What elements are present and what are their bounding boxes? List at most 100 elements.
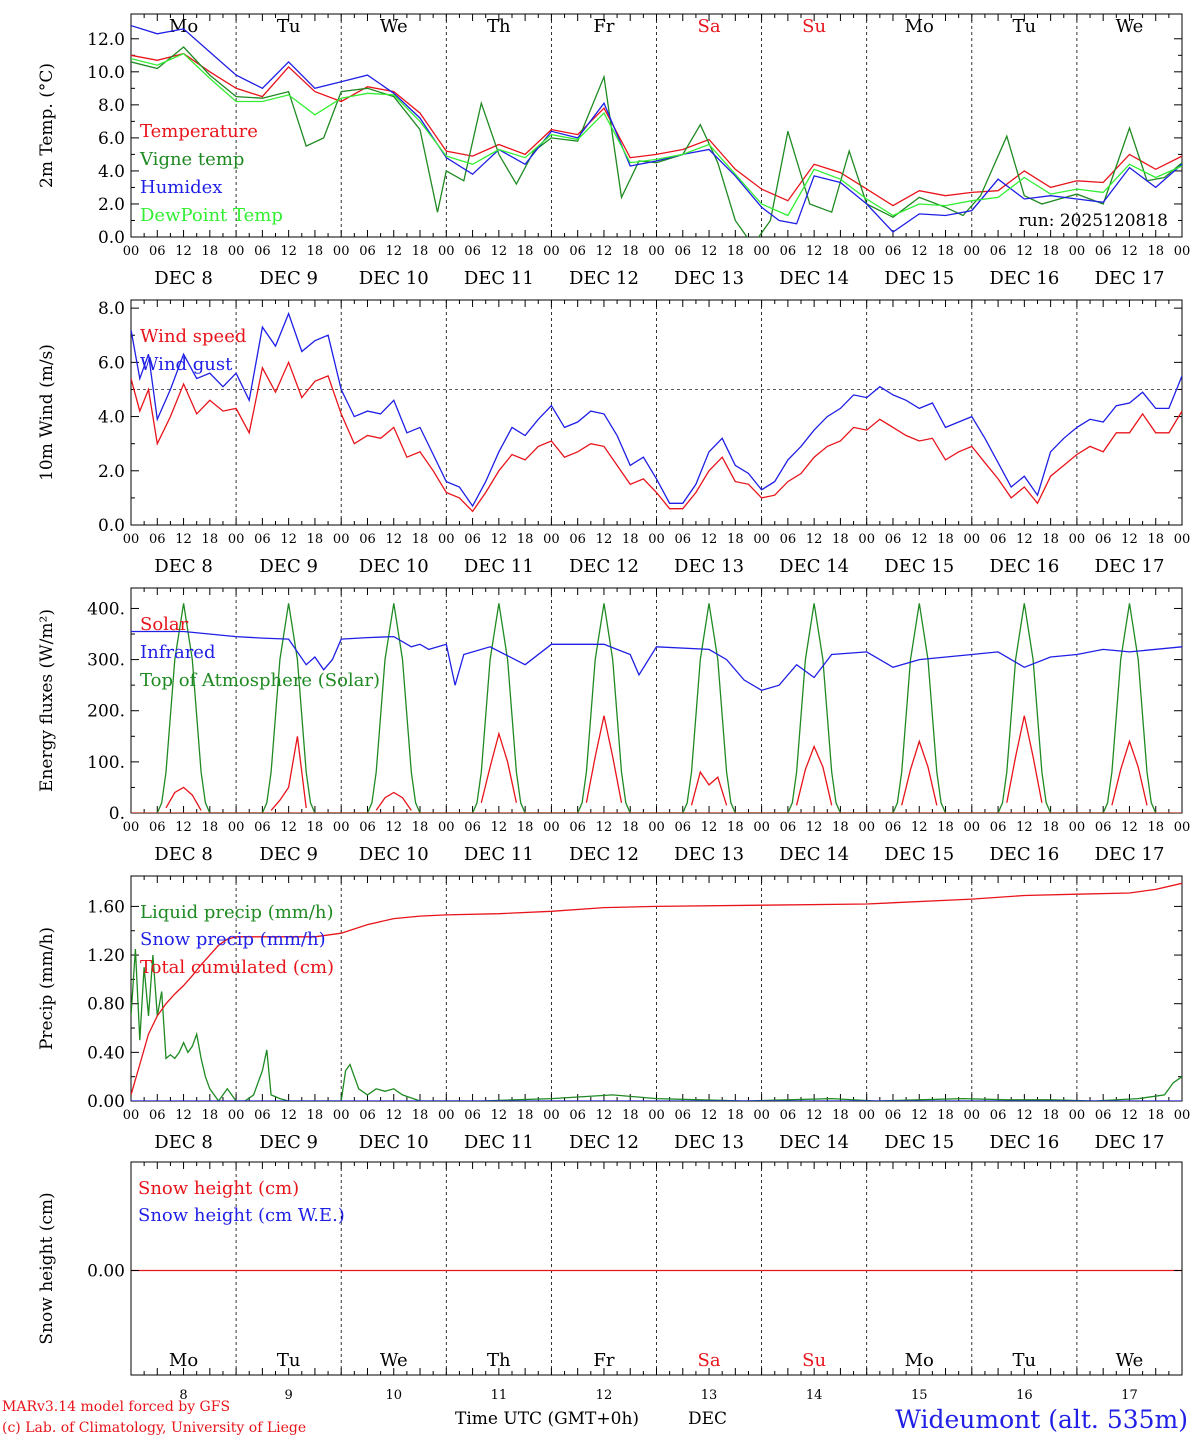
date-label: DEC 17 (1094, 556, 1164, 577)
hour-tick-label: 00 (438, 532, 455, 547)
hour-tick-label: 06 (885, 244, 902, 259)
hour-tick-label: 12 (701, 244, 718, 259)
day-name: Mo (169, 16, 198, 37)
hour-tick-label: 18 (727, 532, 744, 547)
hour-tick-label: 12 (491, 532, 508, 547)
month-label: DEC (688, 1409, 727, 1429)
hour-tick-label: 00 (964, 1108, 981, 1123)
hour-tick-label: 12 (701, 1108, 718, 1123)
hour-tick-label: 18 (412, 244, 429, 259)
hour-tick-label: 06 (990, 532, 1007, 547)
hour-tick-label: 06 (885, 820, 902, 835)
hour-tick-label: 06 (254, 1108, 271, 1123)
hour-tick-label: 06 (780, 244, 797, 259)
hour-tick-label: 18 (202, 244, 219, 259)
hour-tick-label: 06 (990, 244, 1007, 259)
hour-tick-label: 12 (385, 244, 402, 259)
hour-tick-label: 12 (596, 820, 613, 835)
series-solar-peak (795, 744, 833, 806)
day-number: 17 (1121, 1388, 1138, 1403)
hour-tick-label: 12 (280, 244, 297, 259)
series-solar-peak (480, 731, 518, 803)
y-tick-label: 2.0 (98, 195, 125, 215)
date-label: DEC 10 (359, 1132, 429, 1153)
hour-tick-label: 00 (123, 820, 140, 835)
chart-panels: 0.0 2.0 4.0 6.0 8.0 10.0 12.0 2m Temp. (°C) Mo Tu… (37, 13, 1191, 1403)
day-name: We (380, 1350, 408, 1371)
legend-label: Vigne temp (139, 149, 244, 170)
hour-tick-label: 18 (412, 1108, 429, 1123)
day-name: Th (487, 1350, 511, 1371)
hour-tick-label: 12 (596, 1108, 613, 1123)
date-label: DEC 12 (569, 1132, 639, 1153)
hour-tick-label: 06 (780, 820, 797, 835)
hour-tick-label: 00 (858, 244, 875, 259)
day-name: Mo (905, 16, 934, 37)
hour-tick-label: 12 (491, 820, 508, 835)
hour-tick-label: 18 (1042, 820, 1059, 835)
date-label: DEC 13 (674, 844, 744, 865)
y-tick-label: 0.00 (87, 1092, 125, 1112)
date-label: DEC 14 (779, 556, 849, 577)
hour-tick-label: 00 (543, 820, 560, 835)
legend-label: Infrared (140, 642, 215, 663)
y-tick-label: 0.0 (98, 516, 125, 536)
hour-tick-label: 12 (175, 532, 192, 547)
hour-tick-label: 18 (202, 820, 219, 835)
hour-tick-label: 00 (438, 820, 455, 835)
hour-tick-label: 12 (806, 820, 823, 835)
hour-tick-label: 00 (438, 1108, 455, 1123)
day-name: Tu (1013, 16, 1037, 37)
day-name: Fr (593, 16, 614, 37)
y-tick-label: 300. (87, 651, 125, 671)
date-label: DEC 10 (359, 844, 429, 865)
legend-label: DewPoint Temp (140, 205, 283, 226)
hour-tick-label: 18 (832, 244, 849, 259)
hour-tick-label: 12 (1121, 820, 1138, 835)
hour-tick-label: 12 (491, 1108, 508, 1123)
station-name: Wideumont (alt. 535m) (895, 1405, 1188, 1434)
hour-tick-label: 00 (228, 1108, 245, 1123)
date-label: DEC 15 (884, 1132, 954, 1153)
hour-tick-label: 00 (1174, 244, 1191, 259)
hour-tick-label: 00 (858, 1108, 875, 1123)
hour-tick-label: 18 (307, 1108, 324, 1123)
day-name: Sa (698, 16, 721, 37)
y-axis-title: Precip (mm/h) (37, 927, 57, 1050)
date-label: DEC 17 (1094, 1132, 1164, 1153)
hour-tick-label: 00 (543, 1108, 560, 1123)
hour-tick-label: 18 (1147, 820, 1164, 835)
y-tick-label: 6.0 (98, 129, 125, 149)
hour-tick-label: 12 (911, 244, 928, 259)
series-solar-peak (165, 786, 202, 811)
day-number: 15 (911, 1388, 928, 1403)
hour-tick-label: 12 (280, 820, 297, 835)
series-solar-peak (1006, 715, 1043, 803)
day-name: Tu (277, 16, 301, 37)
hour-tick-label: 18 (832, 1108, 849, 1123)
hour-tick-label: 12 (280, 1108, 297, 1123)
hour-tick-label: 00 (753, 244, 770, 259)
series-humidex (131, 24, 1182, 233)
hour-tick-label: 12 (806, 1108, 823, 1123)
x-axis-title: Time UTC (GMT+0h) (455, 1409, 639, 1429)
legend-label: Wind gust (140, 354, 233, 375)
date-label: DEC 14 (779, 1132, 849, 1153)
y-tick-label: 400. (87, 599, 125, 619)
day-name: Mo (905, 1350, 934, 1371)
hour-tick-label: 06 (990, 1108, 1007, 1123)
hour-tick-label: 06 (464, 532, 481, 547)
hour-tick-label: 18 (1042, 1108, 1059, 1123)
hour-tick-label: 12 (280, 532, 297, 547)
hour-tick-label: 12 (1016, 1108, 1033, 1123)
series-temperature (131, 52, 1182, 207)
date-label: DEC 14 (779, 268, 849, 289)
hour-tick-label: 18 (622, 820, 639, 835)
hour-tick-label: 12 (385, 820, 402, 835)
hour-tick-label: 12 (385, 1108, 402, 1123)
day-number: 10 (385, 1388, 402, 1403)
lab-credit: (c) Lab. of Climatology, University of L… (2, 1420, 306, 1436)
series-dewpoint-temp (131, 52, 1182, 217)
date-label: DEC 9 (259, 844, 318, 865)
y-tick-label: 8.0 (98, 299, 125, 319)
